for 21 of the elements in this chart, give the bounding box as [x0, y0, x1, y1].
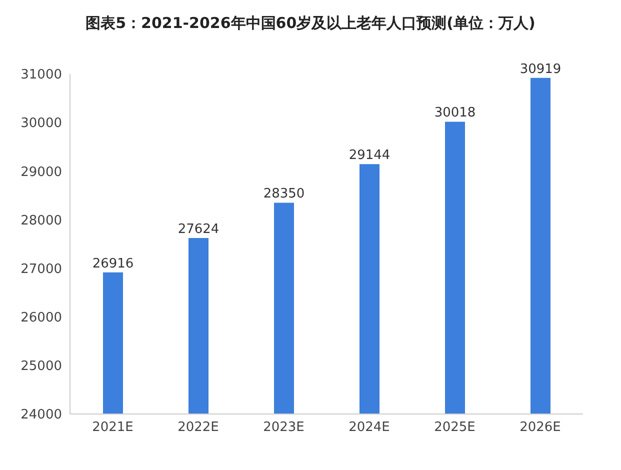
x-tick-label: 2025E	[434, 420, 476, 436]
x-tick-label: 2026E	[520, 420, 561, 436]
x-tick-label: 2022E	[178, 420, 219, 436]
y-tick-label: 26000	[20, 310, 62, 326]
y-tick-label: 29000	[20, 164, 62, 180]
data-label: 28350	[263, 186, 305, 202]
data-label: 30919	[520, 62, 562, 77]
x-tick-label: 2023E	[263, 420, 304, 436]
chart-title: 图表5：2021-2026年中国60岁及以上老年人口预测(单位：万人)	[84, 13, 536, 34]
data-label: 30018	[434, 106, 476, 121]
data-label: 26916	[92, 256, 134, 272]
x-tick-label: 2021E	[92, 420, 134, 436]
y-tick-label: 30000	[20, 116, 62, 132]
x-tick-label: 2024E	[348, 420, 390, 436]
y-tick-label: 24000	[20, 408, 62, 423]
y-tick-label: 25000	[20, 359, 62, 374]
y-tick-label: 31000	[20, 68, 62, 83]
y-tick-label: 27000	[20, 262, 62, 277]
y-tick-label: 28000	[20, 213, 62, 228]
data-label: 29144	[348, 148, 390, 164]
data-label: 27624	[178, 222, 220, 237]
